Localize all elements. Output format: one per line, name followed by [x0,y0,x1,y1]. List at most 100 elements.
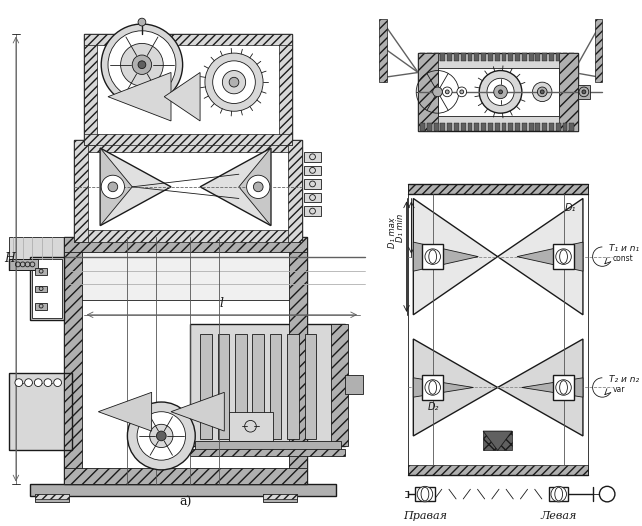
Bar [263,494,297,499]
Bar [418,53,578,130]
Circle shape [442,87,452,97]
Bar [559,53,578,130]
Bar [542,53,547,61]
Bar [30,257,64,320]
Circle shape [537,87,547,97]
Bar [83,34,98,145]
Bar [440,123,446,130]
Bar [447,53,452,61]
Polygon shape [413,378,473,397]
Bar [438,68,559,116]
Text: T₂ и n₂: T₂ и n₂ [609,375,639,384]
Text: l: l [220,297,223,310]
Circle shape [157,431,166,441]
Text: const: const [613,254,634,263]
Bar [218,334,229,439]
Bar [345,375,363,394]
Bar [467,123,473,130]
Bar [553,244,574,269]
Bar [594,19,602,82]
Bar [488,123,493,130]
Circle shape [247,175,270,198]
Polygon shape [517,242,583,271]
Bar [288,140,302,242]
Circle shape [101,175,125,198]
Text: D₁ min: D₁ min [395,214,404,241]
Text: H: H [4,252,15,265]
Bar [578,85,590,99]
Circle shape [108,31,176,99]
Circle shape [487,78,514,105]
Bar [433,123,438,130]
Bar [569,53,574,61]
Text: T₁ и n₁: T₁ и n₁ [609,245,639,254]
Bar [229,412,273,441]
Circle shape [205,53,263,111]
Bar [447,123,452,130]
Bar [488,53,493,61]
Bar [495,123,499,130]
Bar [528,123,534,130]
Bar [191,449,345,456]
Circle shape [417,487,433,502]
Bar [263,494,297,502]
Bar [252,334,264,439]
Circle shape [15,379,22,387]
Bar [549,123,554,130]
Circle shape [600,487,615,502]
Circle shape [494,85,507,99]
Bar [200,334,212,439]
Polygon shape [171,392,224,431]
Circle shape [132,55,152,74]
Bar [64,237,307,252]
Bar [235,334,247,439]
Bar [331,325,349,446]
Circle shape [138,61,146,68]
Circle shape [433,87,442,97]
Bar [35,494,69,499]
Bar [553,375,574,400]
Bar [422,375,444,400]
Bar [461,53,465,61]
Circle shape [137,412,186,460]
Bar [74,140,302,152]
Polygon shape [498,198,583,315]
Bar [35,286,47,292]
Bar [549,53,554,61]
Bar [508,53,513,61]
Bar [83,34,292,145]
Bar [495,53,499,61]
Bar [304,166,321,175]
Bar [562,123,568,130]
Bar [290,237,307,484]
Bar [515,53,520,61]
Circle shape [446,90,449,94]
Circle shape [44,379,52,387]
Circle shape [229,77,239,87]
Bar [9,237,72,259]
Bar [474,123,479,130]
Bar [422,244,444,269]
Bar [562,53,568,61]
Circle shape [425,249,440,265]
Circle shape [222,70,246,94]
Bar [467,53,473,61]
Text: var: var [613,385,625,394]
Circle shape [24,379,32,387]
Bar [64,468,307,484]
Bar [304,179,321,189]
Circle shape [254,182,263,191]
Circle shape [460,90,464,94]
Text: D₁ max: D₁ max [388,217,397,248]
Polygon shape [200,148,271,226]
Polygon shape [108,73,171,121]
Circle shape [532,82,552,102]
Bar [483,431,512,450]
Circle shape [101,24,182,105]
Bar [279,34,292,145]
Polygon shape [522,378,583,397]
Bar [30,484,336,496]
Bar [83,34,292,45]
Bar [415,487,435,501]
Text: Левая: Левая [541,511,577,521]
